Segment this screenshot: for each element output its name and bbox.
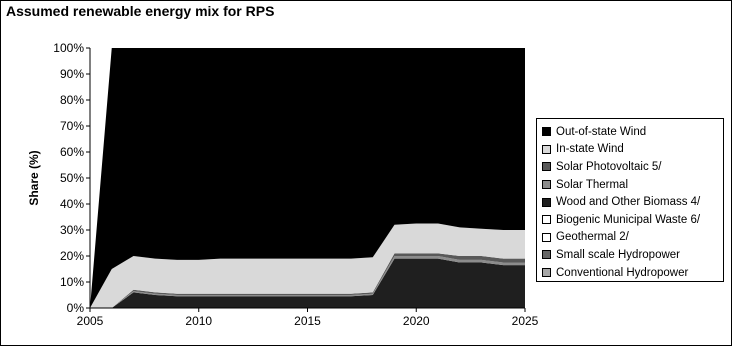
legend-swatch	[542, 215, 551, 225]
legend-item-out-of-state-wind: Out-of-state Wind	[542, 123, 723, 141]
legend-swatch	[542, 250, 551, 260]
x-tick-label: 2010	[185, 314, 212, 328]
y-tick-label: 60%	[60, 145, 84, 159]
x-tick-label: 2005	[77, 314, 104, 328]
area-out-of-state-wind	[90, 48, 525, 308]
legend-label: In-state Wind	[556, 143, 624, 156]
legend-swatch	[542, 268, 551, 278]
legend-label: Small scale Hydropower	[556, 248, 680, 261]
legend-label: Biogenic Municipal Waste 6/	[556, 213, 701, 226]
x-tick-label: 2020	[403, 314, 430, 328]
legend-swatch	[542, 197, 551, 207]
legend-item-conventional-hydropower: Conventional Hydropower	[542, 264, 723, 282]
legend-label: Out-of-state Wind	[556, 125, 647, 138]
area-solar-photovoltaic-5	[90, 253, 525, 308]
legend-label: Solar Photovoltaic 5/	[556, 160, 662, 173]
legend-item-wood-and-other-biomass-4: Wood and Other Biomass 4/	[542, 193, 723, 211]
legend-item-solar-photovoltaic-5: Solar Photovoltaic 5/	[542, 158, 723, 176]
y-tick-label: 70%	[60, 119, 84, 133]
chart-title: Assumed renewable energy mix for RPS	[6, 3, 275, 19]
y-tick-label: 50%	[60, 171, 84, 185]
legend-label: Conventional Hydropower	[556, 266, 689, 279]
legend-label: Wood and Other Biomass 4/	[556, 196, 701, 209]
y-tick-label: 40%	[60, 197, 84, 211]
legend-item-solar-thermal: Solar Thermal	[542, 176, 723, 194]
legend-item-small-scale-hydropower: Small scale Hydropower	[542, 246, 723, 264]
x-tick-label: 2025	[512, 314, 539, 328]
legend-label: Solar Thermal	[556, 178, 629, 191]
legend-item-in-state-wind: In-state Wind	[542, 141, 723, 159]
y-tick-label: 100%	[53, 41, 84, 55]
legend-swatch	[542, 127, 551, 137]
legend-label: Geothermal 2/	[556, 231, 629, 244]
area-in-state-wind	[90, 223, 525, 308]
legend-item-biogenic-municipal-waste-6: Biogenic Municipal Waste 6/	[542, 211, 723, 229]
legend-item-geothermal-2: Geothermal 2/	[542, 229, 723, 247]
y-tick-label: 20%	[60, 249, 84, 263]
x-tick-label: 2015	[294, 314, 321, 328]
legend-swatch	[542, 180, 551, 190]
legend-swatch	[542, 162, 551, 172]
legend: Out-of-state Wind In-state Wind Solar Phot…	[536, 118, 724, 282]
y-tick-label: 80%	[60, 93, 84, 107]
area-wood-and-other-biomass-4	[90, 258, 525, 308]
y-tick-label: 0%	[67, 301, 85, 315]
legend-swatch	[542, 144, 551, 154]
y-tick-label: 30%	[60, 223, 84, 237]
legend-swatch	[542, 232, 551, 242]
y-tick-label: 10%	[60, 275, 84, 289]
y-axis-title: Share (%)	[27, 150, 41, 205]
y-tick-label: 90%	[60, 67, 84, 81]
